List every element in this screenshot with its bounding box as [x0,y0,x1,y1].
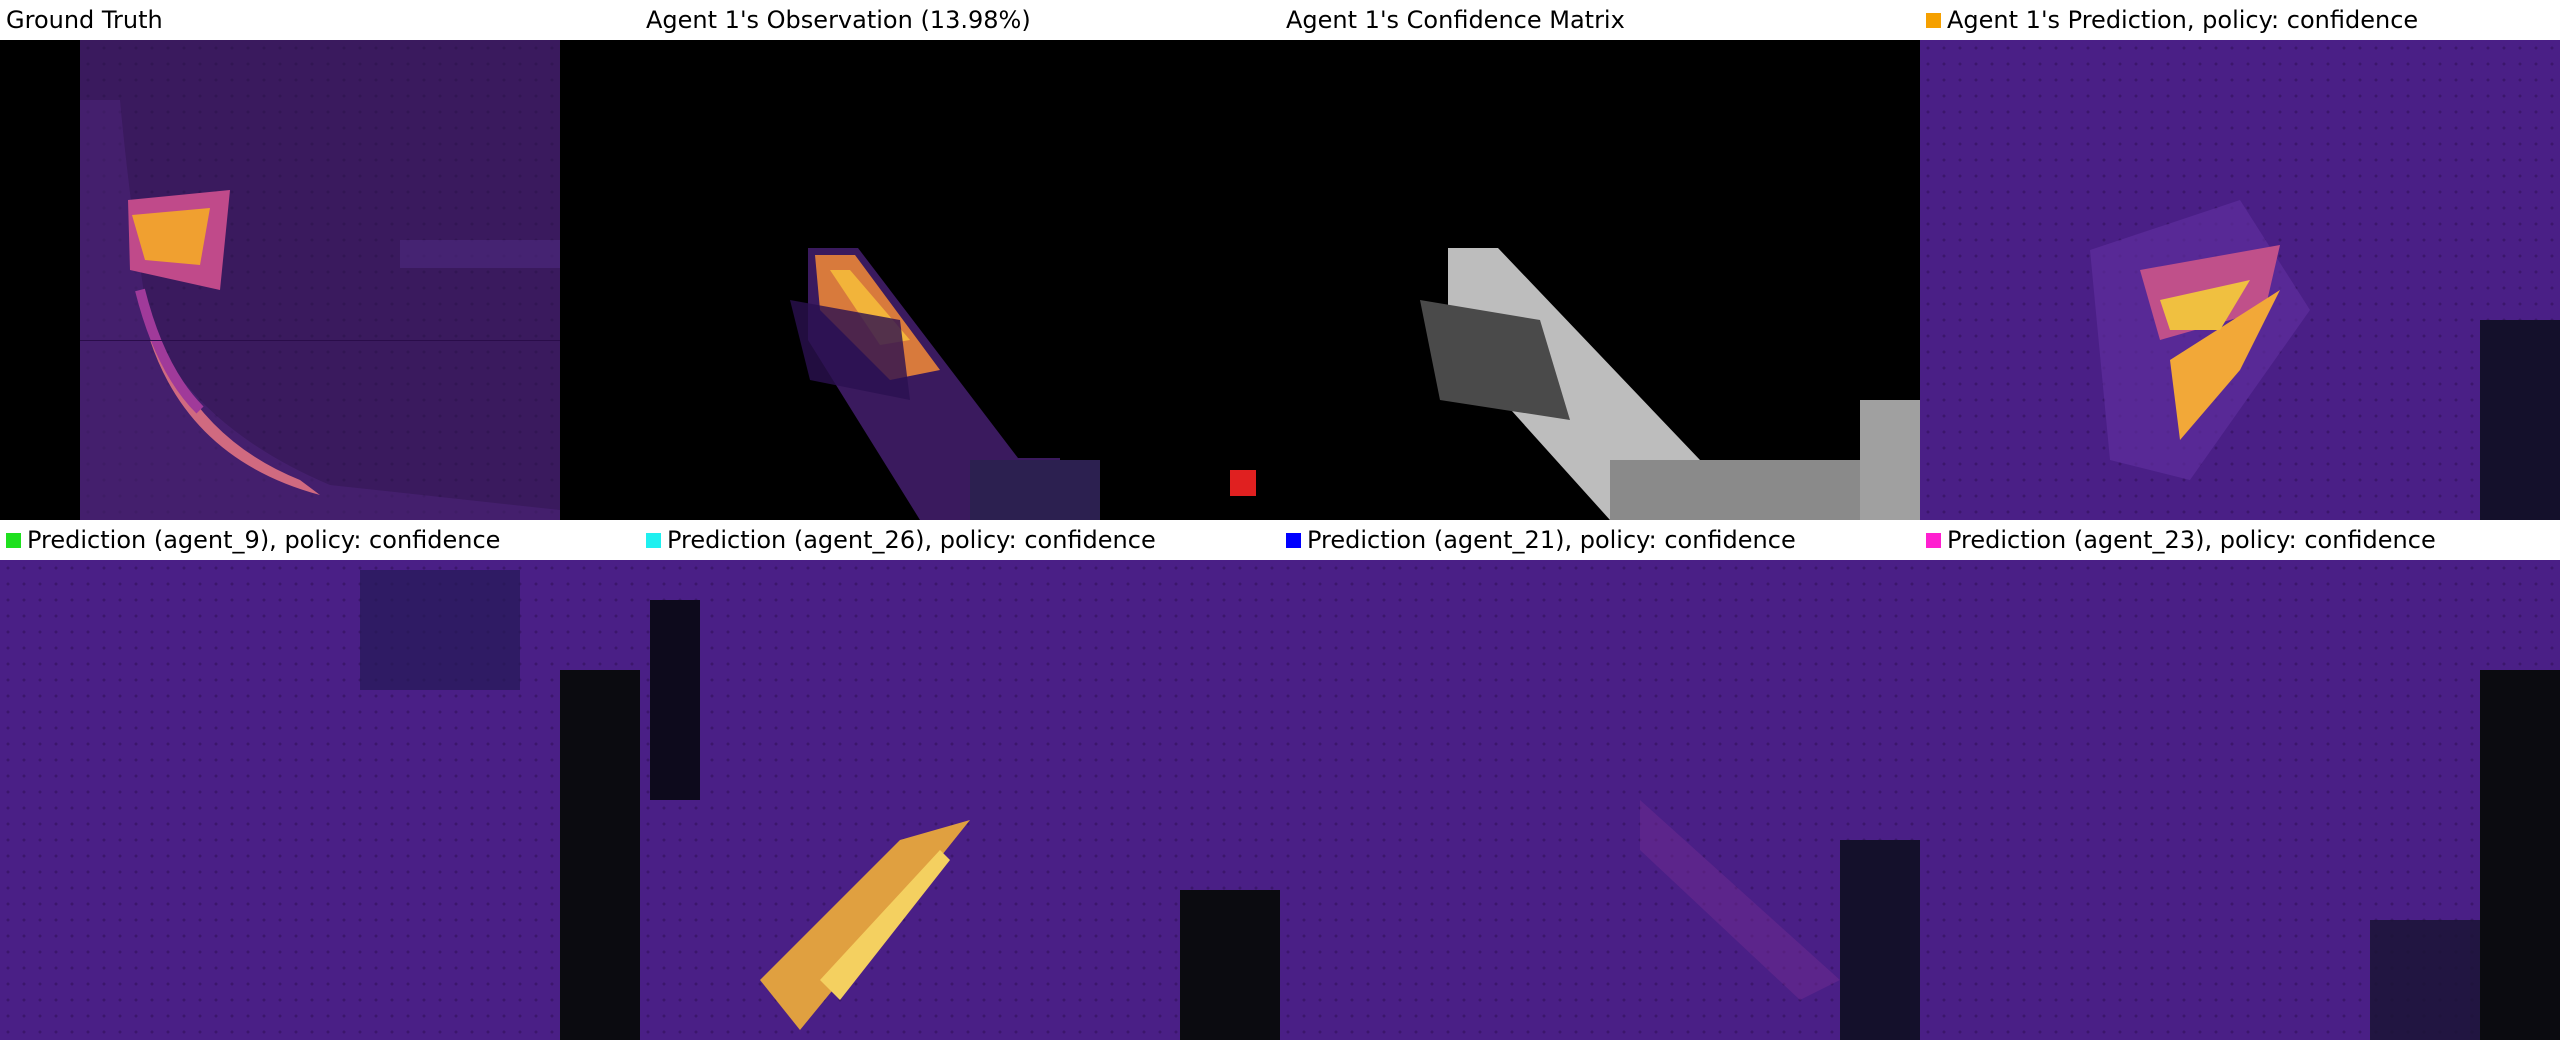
panel-title-text: Agent 1's Prediction, policy: confidence [1947,6,2419,34]
panel-title-text: Agent 1's Confidence Matrix [1286,6,1625,34]
observation-heatmap [640,40,1280,520]
panel-agent1-prediction: Agent 1's Prediction, policy: confidence [1920,0,2560,520]
panel-title: Ground Truth [0,0,640,40]
agent-color-marker [1926,12,1941,28]
panel-title: Agent 1's Confidence Matrix [1280,0,1920,40]
panel-agent21-prediction: Prediction (agent_21), policy: confidenc… [1280,520,1920,1040]
agent1-prediction-image [1920,40,2560,520]
panel-title: Prediction (agent_9), policy: confidence [0,520,640,560]
panel-agent23-prediction: Prediction (agent_23), policy: confidenc… [1920,520,2560,1040]
agent23-prediction-heatmap [1920,560,2560,1040]
panel-title: Agent 1's Observation (13.98%) [640,0,1280,40]
agent26-prediction-heatmap [640,560,1280,1040]
observation-image [640,40,1280,520]
panel-title: Agent 1's Prediction, policy: confidence [1920,0,2560,40]
agent-color-marker [646,532,661,548]
agent26-prediction-image [640,560,1280,1040]
agent21-prediction-heatmap [1280,560,1920,1040]
ground-truth-image [0,40,640,520]
panel-title: Prediction (agent_23), policy: confidenc… [1920,520,2560,560]
confidence-matrix-heatmap [1280,40,1920,520]
panel-confidence-matrix: Agent 1's Confidence Matrix [1280,0,1920,520]
agent23-prediction-image [1920,560,2560,1040]
panel-title-text: Agent 1's Observation (13.98%) [646,6,1031,34]
panel-title: Prediction (agent_26), policy: confidenc… [640,520,1280,560]
agent-color-marker [1926,532,1941,548]
panel-agent9-prediction: Prediction (agent_9), policy: confidence [0,520,640,1040]
panel-agent26-prediction: Prediction (agent_26), policy: confidenc… [640,520,1280,1040]
panel-ground-truth: Ground Truth [0,0,640,520]
agent1-prediction-heatmap [1920,40,2560,520]
agent-color-marker [6,532,21,548]
panel-title-text: Prediction (agent_26), policy: confidenc… [667,526,1156,554]
panel-observation: Agent 1's Observation (13.98%) [640,0,1280,520]
agent-color-marker [1286,532,1301,548]
agent9-prediction-image [0,560,640,1040]
confidence-matrix-image [1280,40,1920,520]
ground-truth-heatmap [0,40,640,520]
panel-title-text: Ground Truth [6,6,163,34]
panel-title-text: Prediction (agent_21), policy: confidenc… [1307,526,1796,554]
agent21-prediction-image [1280,560,1920,1040]
panel-title-text: Prediction (agent_9), policy: confidence [27,526,501,554]
panel-title-text: Prediction (agent_23), policy: confidenc… [1947,526,2436,554]
agent9-prediction-heatmap [0,560,640,1040]
panel-title: Prediction (agent_21), policy: confidenc… [1280,520,1920,560]
